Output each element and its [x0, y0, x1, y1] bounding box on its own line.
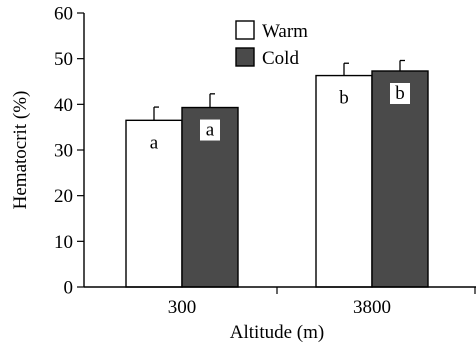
y-axis-title: Hematocrit (%): [10, 91, 31, 210]
legend-swatch-cold: [235, 47, 255, 67]
y-tick-label: 0: [64, 278, 74, 299]
legend: Warm Cold: [235, 20, 308, 69]
x-axis-title: Altitude (m): [230, 322, 324, 343]
error-bars: [153, 59, 405, 121]
y-tick-label: 10: [54, 232, 73, 253]
legend-swatch-warm: [235, 20, 255, 40]
bar-letter-label: b: [395, 83, 405, 104]
bar-letter-labels: a a b b: [150, 82, 410, 153]
y-tick-label: 20: [54, 186, 73, 207]
bar-letter-label: a: [206, 120, 215, 141]
bar-warm-3800: [315, 74, 373, 288]
bars: [125, 70, 429, 288]
y-tick-label: 40: [54, 95, 73, 116]
legend-label-cold: Cold: [262, 48, 299, 69]
y-tick-label: 30: [54, 141, 73, 162]
bar-letter-bg: [390, 82, 410, 104]
bar-cold-3800: [371, 70, 429, 288]
y-tick-label: 60: [54, 4, 73, 25]
bar-letter-bg: [200, 119, 220, 141]
x-axis-ticks: 300 3800: [168, 287, 476, 318]
bar-letter-label: a: [150, 132, 159, 153]
x-tick-label: 3800: [353, 297, 391, 318]
legend-label-warm: Warm: [262, 21, 308, 42]
y-axis-ticks: 0 10 20 30 40 50 60: [54, 4, 84, 299]
bar-letter-label: b: [339, 88, 349, 109]
x-tick-label: 300: [168, 297, 197, 318]
y-tick-label: 50: [54, 49, 73, 70]
